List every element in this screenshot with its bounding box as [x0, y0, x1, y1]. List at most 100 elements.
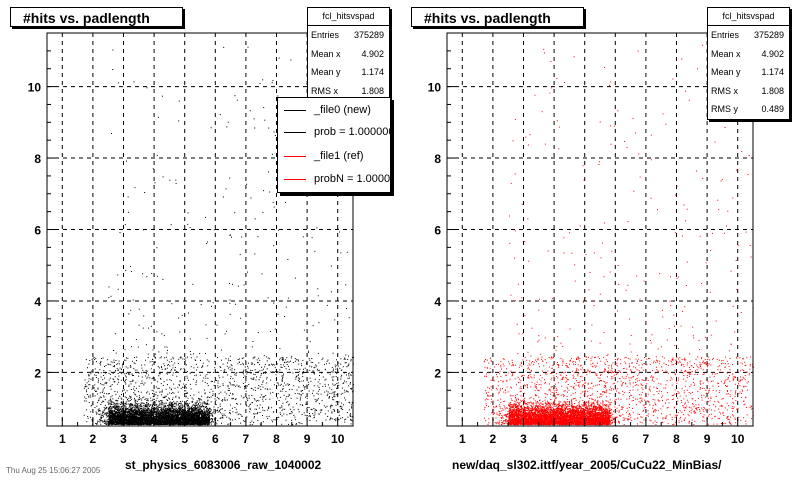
scatter-point: [123, 410, 125, 412]
scatter-point: [185, 415, 187, 417]
scatter-point: [120, 411, 122, 413]
scatter-point: [149, 404, 151, 406]
scatter-point: [165, 414, 167, 415]
scatter-point: [174, 414, 176, 416]
scatter-point: [183, 409, 185, 411]
scatter-point: [156, 412, 157, 414]
scatter-point: [189, 395, 191, 397]
scatter-point: [137, 416, 139, 418]
scatter-point: [112, 401, 114, 403]
scatter-point: [125, 410, 127, 412]
scatter-point: [206, 403, 208, 405]
scatter-point: [184, 421, 186, 423]
scatter-point: [197, 414, 199, 416]
scatter-point: [174, 413, 176, 415]
scatter-point: [165, 415, 167, 417]
scatter-point: [149, 405, 150, 407]
scatter-point: [181, 414, 182, 416]
scatter-point: [188, 408, 190, 410]
scatter-point: [115, 407, 116, 409]
scatter-point: [199, 416, 200, 418]
scatter-point: [143, 418, 145, 420]
scatter-point: [138, 413, 140, 415]
scatter-point: [159, 419, 161, 421]
scatter-point: [178, 414, 180, 415]
scatter-point: [209, 414, 210, 416]
scatter-point: [187, 422, 189, 423]
scatter-point: [150, 421, 152, 423]
scatter-point: [144, 411, 146, 413]
scatter-point: [167, 408, 169, 410]
scatter-point: [177, 407, 179, 409]
scatter-point: [108, 404, 110, 405]
scatter-point: [192, 407, 194, 409]
scatter-point: [153, 418, 154, 420]
scatter-point: [164, 419, 166, 421]
scatter-point: [173, 416, 175, 418]
scatter-point: [116, 413, 118, 415]
scatter-point: [201, 419, 203, 421]
scatter-point: [111, 412, 113, 413]
scatter-point: [139, 410, 141, 412]
scatter-point: [152, 415, 154, 417]
scatter-point: [115, 411, 117, 412]
scatter-point: [108, 414, 110, 416]
scatter-point: [186, 423, 188, 425]
scatter-point: [136, 422, 138, 424]
scatter-point: [126, 403, 128, 405]
scatter-point: [162, 408, 164, 410]
scatter-point: [109, 420, 111, 422]
scatter-point: [129, 422, 131, 424]
scatter-point: [104, 408, 106, 410]
scatter-point: [154, 419, 156, 421]
scatter-point: [135, 403, 137, 405]
scatter-point: [113, 414, 115, 415]
scatter-point: [135, 402, 137, 404]
scatter-point: [171, 414, 173, 416]
scatter-point: [169, 418, 171, 420]
scatter-point: [209, 412, 211, 414]
scatter-point: [158, 412, 159, 414]
scatter-point: [151, 423, 153, 425]
scatter-point: [143, 419, 144, 421]
scatter-point: [188, 419, 190, 421]
scatter-point: [172, 418, 174, 420]
scatter-point: [116, 408, 117, 410]
scatter-point: [186, 424, 188, 426]
scatter-point: [194, 415, 196, 417]
scatter-point: [182, 416, 184, 418]
scatter-point: [149, 408, 151, 410]
scatter-point: [198, 422, 200, 424]
scatter-point: [114, 410, 116, 412]
scatter-point: [153, 409, 154, 411]
scatter-point: [129, 412, 131, 414]
scatter-point: [161, 410, 162, 411]
scatter-point: [140, 413, 142, 414]
scatter-point: [161, 413, 163, 415]
scatter-point: [157, 413, 159, 415]
scatter-point: [156, 404, 158, 405]
scatter-point: [141, 419, 143, 421]
scatter-point: [203, 412, 205, 414]
scatter-point: [183, 412, 185, 414]
scatter-point: [156, 417, 158, 419]
scatter-point: [135, 421, 137, 423]
scatter-point: [113, 419, 115, 421]
scatter-point: [196, 400, 198, 402]
scatter-point: [177, 420, 179, 422]
scatter-point: [110, 400, 112, 402]
scatter-point: [116, 402, 118, 404]
scatter-point: [183, 408, 185, 410]
scatter-point: [124, 422, 126, 424]
scatter-point: [158, 415, 160, 417]
scatter-point: [101, 417, 102, 419]
scatter-point: [172, 399, 173, 400]
scatter-point: [135, 423, 137, 425]
scatter-point: [182, 423, 184, 425]
scatter-point: [188, 407, 190, 409]
scatter-point: [136, 407, 138, 409]
scatter-point: [129, 400, 131, 401]
scatter-point: [145, 423, 147, 425]
scatter-point: [117, 408, 119, 410]
scatter-point: [110, 419, 112, 420]
